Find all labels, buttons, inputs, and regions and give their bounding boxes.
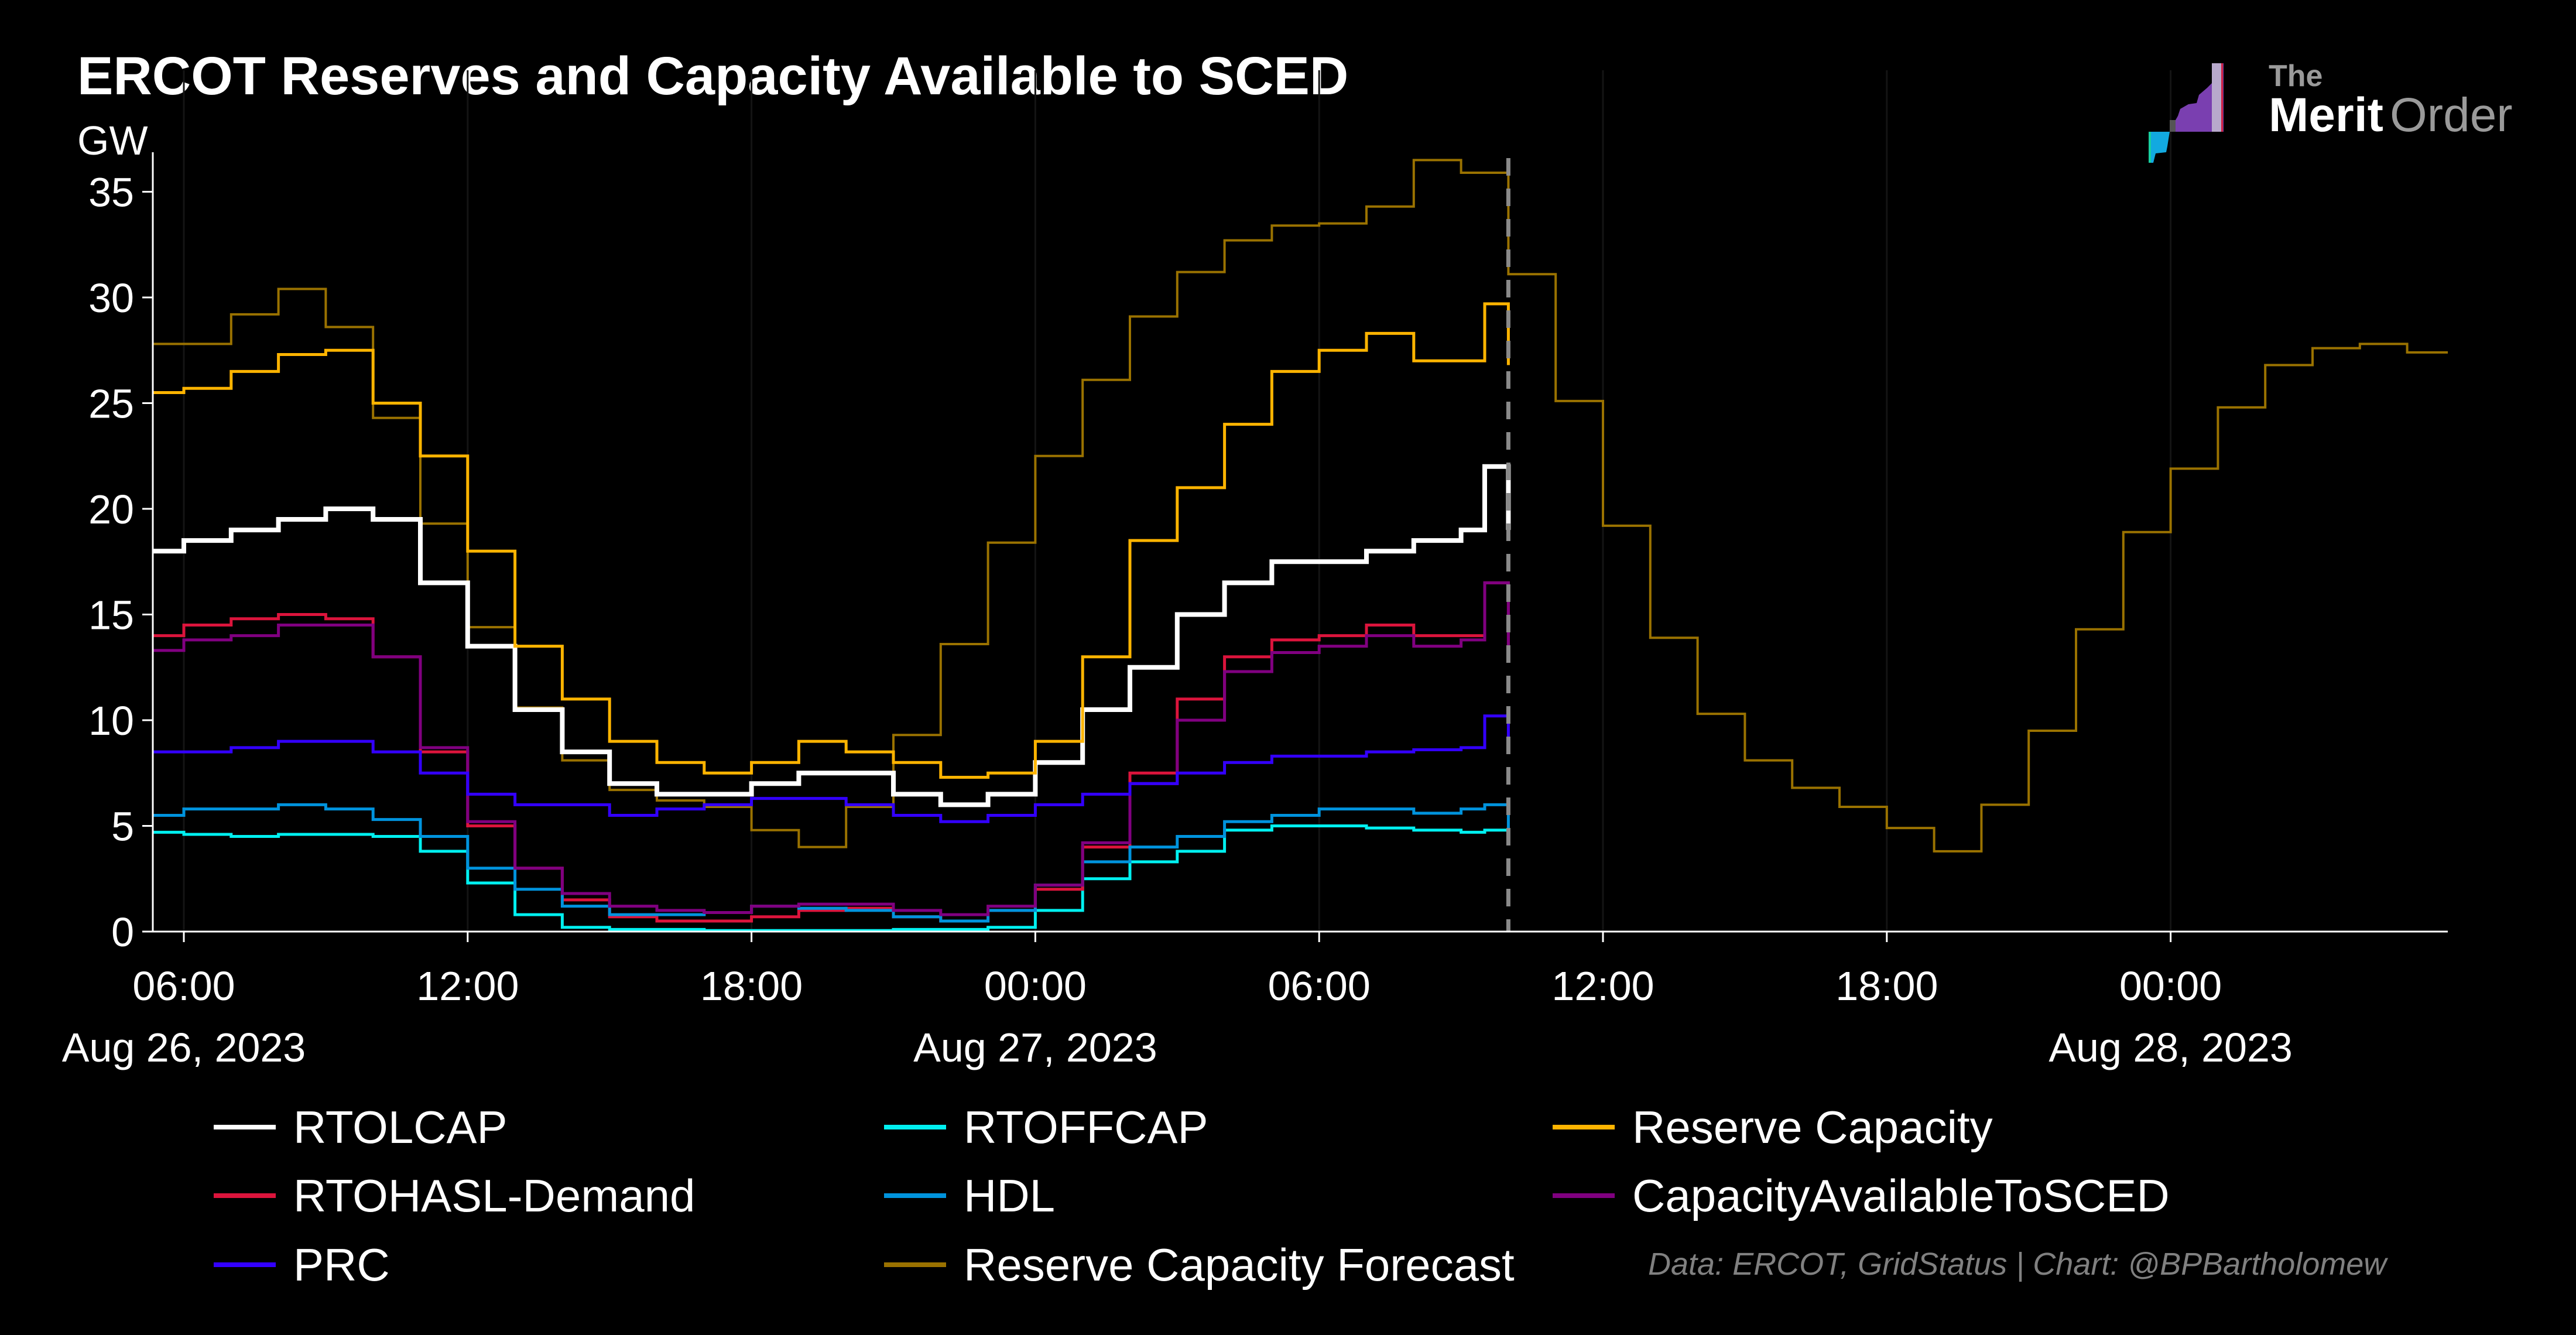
legend-label: CapacityAvailableToSCED (1632, 1169, 2170, 1221)
x-tick-label: 12:00 (1551, 963, 1654, 1009)
x-tick-label: 18:00 (1835, 963, 1938, 1009)
legend-swatch (214, 1193, 276, 1198)
legend-item: Reserve Capacity Forecast (884, 1235, 1515, 1294)
legend-item: Reserve Capacity (1553, 1098, 1993, 1156)
logo-text-order: Order (2390, 88, 2513, 142)
x-tick-label: 06:00 (132, 963, 235, 1009)
y-axis-label: GW (77, 118, 148, 163)
legend-item: RTOHASL-Demand (214, 1166, 695, 1225)
series-line-capacityavailabletosced (152, 581, 1510, 916)
y-tick-label: 15 (88, 593, 134, 638)
y-tick-label: 0 (111, 909, 134, 955)
legend-label: RTOLCAP (293, 1101, 508, 1153)
x-tick-label: 00:00 (984, 963, 1087, 1009)
chart-title: ERCOT Reserves and Capacity Available to… (77, 46, 1349, 106)
y-tick-label: 10 (88, 698, 134, 744)
logo-text-the: The (2269, 59, 2323, 93)
source-credit: Data: ERCOT, GridStatus | Chart: @BPBart… (1648, 1247, 2387, 1282)
legend-swatch (884, 1125, 946, 1129)
x-date-label: Aug 26, 2023 (62, 1025, 306, 1070)
merit-order-logo-icon (2149, 63, 2224, 163)
legend-label: PRC (293, 1238, 390, 1290)
legend-item: HDL (884, 1166, 1055, 1225)
x-tick-label: 12:00 (416, 963, 519, 1009)
axes: 0 5 10 15 20 25 30 35 06:00 Aug 26, 2023 12:00 18:0… (62, 152, 2448, 1070)
x-date-label: Aug 27, 2023 (913, 1025, 1157, 1070)
legend-label: Reserve Capacity Forecast (964, 1238, 1515, 1290)
legend-item: CapacityAvailableToSCED (1553, 1166, 2170, 1225)
series-line-reserve-capacity-forecast (152, 159, 2448, 853)
y-tick-label: 25 (88, 381, 134, 427)
logo-text-merit: Merit (2269, 88, 2383, 142)
legend-item: RTOFFCAP (884, 1098, 1208, 1156)
x-tick-label: 06:00 (1268, 963, 1371, 1009)
x-tick-label: 18:00 (700, 963, 803, 1009)
series-line-rtohasl-demand (152, 581, 1510, 923)
merit-order-logo: The Merit Order (2143, 59, 2529, 170)
legend-swatch (1553, 1125, 1615, 1129)
legend-label: Reserve Capacity (1632, 1101, 1993, 1153)
legend-swatch (884, 1262, 946, 1267)
legend-swatch (214, 1125, 276, 1129)
y-tick-label: 20 (88, 487, 134, 532)
series-line-hdl (152, 803, 1510, 923)
series-line-rtolcap (152, 464, 1511, 807)
legend-swatch (884, 1193, 946, 1198)
legend-label: RTOHASL-Demand (293, 1169, 696, 1221)
legend-swatch (1553, 1193, 1615, 1198)
legend-swatch (214, 1262, 276, 1267)
x-tick-label: 00:00 (2119, 963, 2222, 1009)
series-line-reserve-capacity (152, 302, 1510, 779)
legend-item: PRC (214, 1235, 390, 1294)
y-tick-label: 5 (111, 804, 134, 850)
y-tick-label: 30 (88, 275, 134, 321)
legend-label: HDL (964, 1169, 1056, 1221)
series-lines (152, 158, 2448, 932)
x-date-label: Aug 28, 2023 (2049, 1025, 2292, 1070)
legend-label: RTOFFCAP (964, 1101, 1208, 1153)
series-line-prc (152, 714, 1510, 823)
y-tick-label: 35 (88, 170, 134, 215)
legend-item: RTOLCAP (214, 1098, 508, 1156)
series-line-rtoffcap (152, 824, 1510, 932)
